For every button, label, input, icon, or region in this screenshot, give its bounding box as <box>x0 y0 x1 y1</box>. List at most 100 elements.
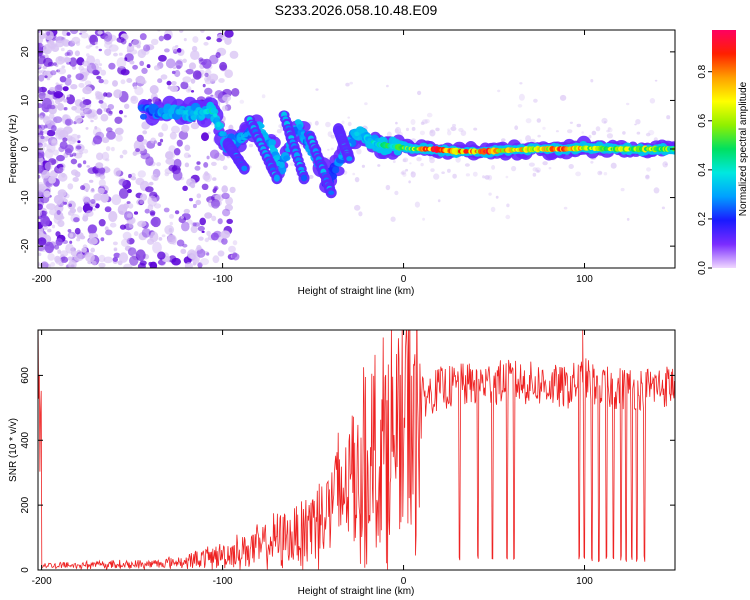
spectral-blob <box>49 208 58 216</box>
spectral-blob <box>248 143 254 148</box>
spectral-blob <box>161 234 166 238</box>
spectral-blob <box>46 203 56 210</box>
spectral-blob <box>130 95 137 102</box>
spectral-blob <box>57 189 67 197</box>
spectral-blob <box>47 253 55 261</box>
spectral-blob <box>38 149 45 159</box>
spectral-blob <box>85 70 90 75</box>
spectral-blob <box>75 145 82 150</box>
spectral-blob <box>74 152 83 159</box>
spectral-blob <box>385 184 391 191</box>
spectral-blob <box>102 137 110 144</box>
spectral-blob <box>43 211 48 215</box>
spectral-blob <box>181 124 190 133</box>
spectral-blob <box>38 74 45 82</box>
spectral-blob <box>50 70 57 76</box>
x-tick-label: 100 <box>576 274 593 285</box>
spectral-blob <box>113 52 118 57</box>
spectral-blob <box>190 50 200 60</box>
spectral-blob <box>60 256 69 263</box>
spectral-blob <box>394 128 399 134</box>
spectral-blob <box>441 171 445 174</box>
spectral-blob <box>636 131 641 135</box>
spectral-blob <box>239 99 245 104</box>
spectral-blob <box>200 258 209 266</box>
spectral-blob <box>68 136 76 145</box>
spectral-blob <box>43 57 53 67</box>
spectral-blob <box>114 116 123 125</box>
spectral-blob <box>167 85 172 90</box>
spectral-blob <box>91 63 99 70</box>
spectral-blob <box>189 197 193 202</box>
spectral-blob <box>187 88 191 92</box>
spectral-blob <box>426 112 433 118</box>
spectral-blob <box>92 208 96 211</box>
spectral-blob <box>535 167 541 173</box>
spectral-blob <box>164 225 175 235</box>
spectral-blob <box>537 134 541 138</box>
spectral-blob <box>525 118 532 124</box>
spectral-blob <box>140 193 148 201</box>
spectral-blob <box>212 255 220 264</box>
spectral-blob <box>145 186 154 193</box>
spectral-blob <box>77 163 82 168</box>
spectral-blob <box>187 154 191 158</box>
spectral-blob <box>168 164 178 172</box>
spectral-blob <box>99 174 106 180</box>
spectral-blob <box>153 140 158 144</box>
spectral-blob <box>82 215 89 222</box>
spectral-blob <box>61 172 66 178</box>
spectral-blob <box>203 173 212 183</box>
spectral-blob <box>622 131 626 135</box>
spectral-blob <box>68 260 77 268</box>
spectral-blob <box>143 44 151 52</box>
spectral-blob <box>77 206 83 213</box>
spectral-blob <box>53 116 63 124</box>
spectral-blob <box>90 199 96 204</box>
spectral-blob <box>430 168 435 173</box>
spectral-blob <box>52 149 59 156</box>
spectral-blob <box>634 123 637 126</box>
spectral-blob <box>601 117 608 124</box>
spectral-blob <box>231 253 240 261</box>
colorbar-tick-label: 0.8 <box>697 64 708 78</box>
spectral-blob <box>150 137 157 144</box>
colorbar-tick-label: 0.4 <box>697 162 708 176</box>
spectral-blob <box>330 134 335 139</box>
spectral-blob <box>488 192 492 196</box>
spectral-blob <box>98 48 103 52</box>
spectral-blob <box>192 203 197 209</box>
spectral-blob <box>40 261 49 268</box>
spectral-blob <box>536 118 541 123</box>
spectral-blob <box>38 58 44 68</box>
spectral-blob <box>213 185 219 191</box>
spectral-blob <box>220 230 231 239</box>
spectral-blob <box>63 98 68 103</box>
spectral-blob <box>164 172 170 177</box>
spectral-blob <box>204 237 209 243</box>
spectral-blob <box>158 35 164 42</box>
spectral-blob <box>68 203 72 207</box>
spectral-blob <box>314 120 319 126</box>
spectral-blob <box>542 161 548 166</box>
spectral-blob <box>278 124 283 128</box>
spectral-blob <box>575 171 581 177</box>
spectral-blob <box>43 124 48 129</box>
spectral-blob <box>213 94 217 99</box>
spectral-blob <box>78 82 85 88</box>
spectral-blob <box>226 218 233 224</box>
spectral-blob <box>132 39 142 47</box>
spectral-blob <box>402 172 407 177</box>
spectral-blob <box>84 80 92 87</box>
spectral-blob <box>128 223 134 229</box>
spectral-blob <box>542 126 546 130</box>
spectral-blob <box>532 167 538 172</box>
spectral-blob <box>67 74 72 78</box>
spectral-blob <box>59 167 64 171</box>
spectral-blob <box>92 69 100 76</box>
spectral-blob <box>203 41 209 46</box>
spectral-blob <box>206 252 210 256</box>
y-tick-label: -20 <box>20 238 31 253</box>
spectral-blob <box>108 62 116 70</box>
spectral-blob <box>160 74 168 80</box>
